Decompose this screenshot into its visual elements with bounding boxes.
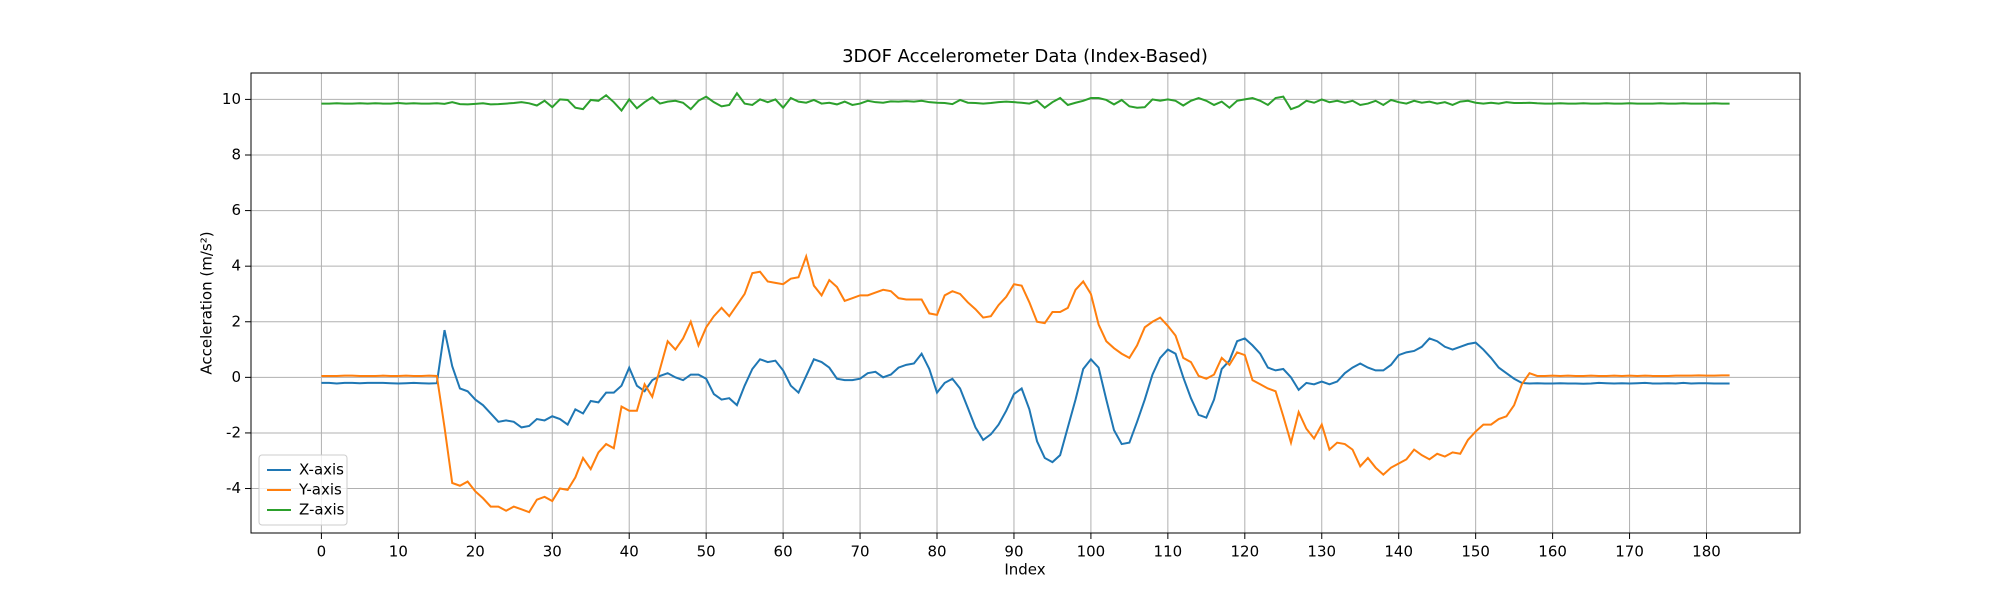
x-tick-label: 50 xyxy=(697,543,716,561)
x-tick-label: 80 xyxy=(927,543,946,561)
y-tick-label: -2 xyxy=(226,423,241,441)
y-tick-label: 4 xyxy=(231,257,241,275)
y-tick-label: 0 xyxy=(231,368,241,386)
data-line xyxy=(321,91,1730,113)
x-tick-label: 40 xyxy=(620,543,639,561)
y-tick-label: 2 xyxy=(231,312,241,330)
x-tick-label: 180 xyxy=(1692,543,1721,561)
x-tick-label: 70 xyxy=(851,543,870,561)
plot-frame xyxy=(250,72,1801,534)
data-line xyxy=(321,329,1730,464)
y-tick-label: -4 xyxy=(226,479,241,497)
x-tick-label: 120 xyxy=(1230,543,1259,561)
x-tick-label: 20 xyxy=(466,543,485,561)
x-axis-label: Index xyxy=(1004,561,1045,579)
y-axis-label: Acceleration (m/s²) xyxy=(198,231,216,374)
legend-label: X-axis xyxy=(299,461,344,479)
legend-box xyxy=(258,454,348,526)
chart-title: 3DOF Accelerometer Data (Index-Based) xyxy=(842,46,1208,67)
x-tick-label: 140 xyxy=(1384,543,1413,561)
x-tick-label: 10 xyxy=(389,543,408,561)
x-tick-label: 160 xyxy=(1538,543,1567,561)
y-tick-label: 10 xyxy=(222,90,241,108)
x-tick-label: 130 xyxy=(1307,543,1336,561)
y-tick-label: 8 xyxy=(231,145,241,163)
x-tick-label: 30 xyxy=(543,543,562,561)
legend-label: Z-axis xyxy=(299,501,345,519)
x-tick-label: 150 xyxy=(1461,543,1490,561)
x-tick-label: 110 xyxy=(1154,543,1183,561)
x-tick-label: 60 xyxy=(774,543,793,561)
x-tick-label: 0 xyxy=(317,543,327,561)
x-tick-label: 90 xyxy=(1004,543,1023,561)
y-tick-label: 6 xyxy=(231,201,241,219)
x-tick-label: 170 xyxy=(1615,543,1644,561)
legend-label: Y-axis xyxy=(298,481,342,499)
data-line xyxy=(321,253,1730,514)
x-tick-label: 100 xyxy=(1077,543,1106,561)
